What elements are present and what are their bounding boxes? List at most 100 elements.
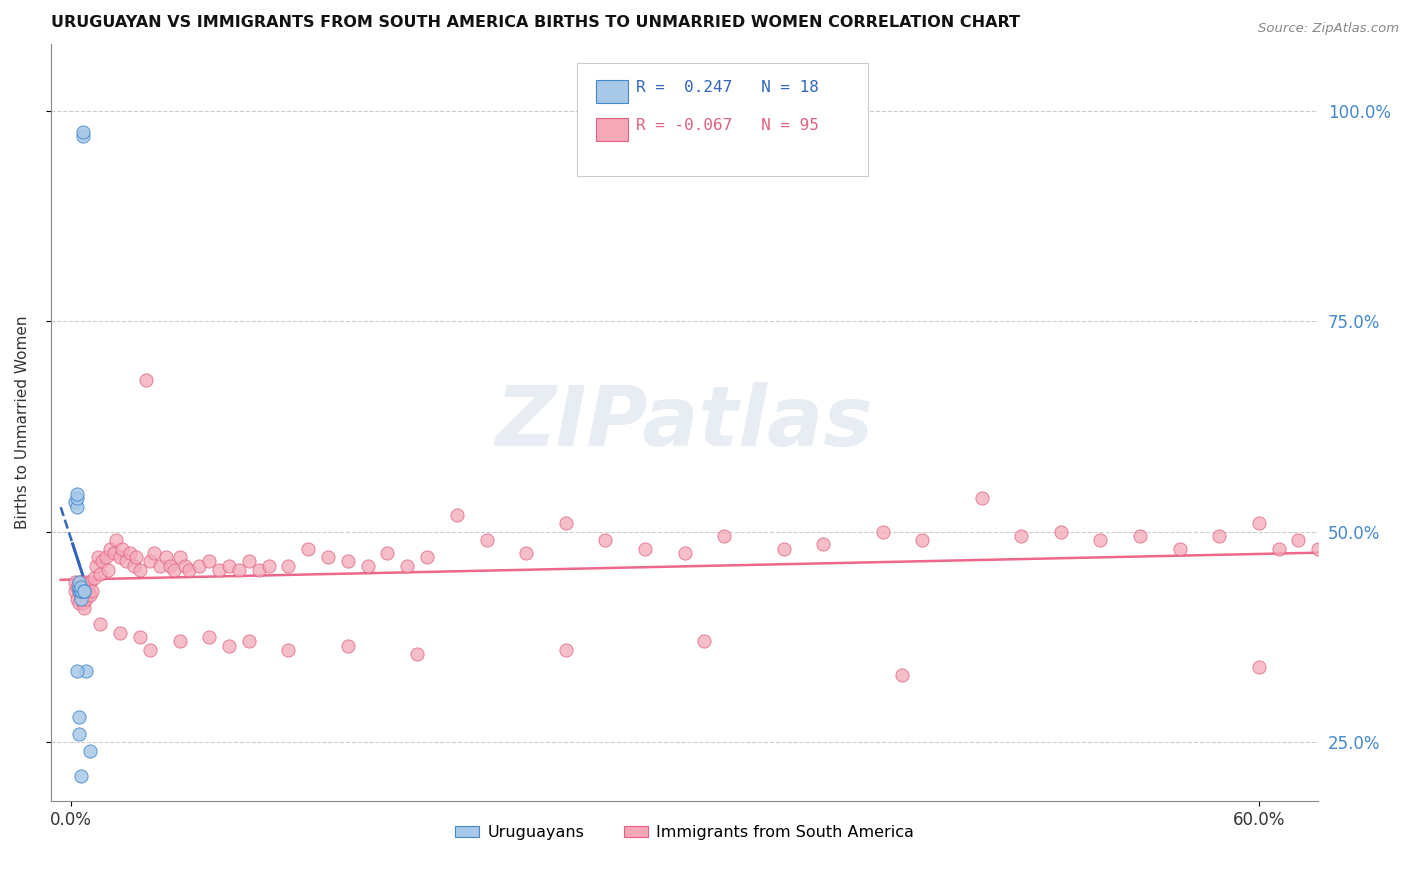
Point (1247, 659, 1270, 673)
Point (396, 558, 419, 573)
Point (69, 592, 91, 607)
Point (91, 554, 114, 568)
Point (159, 558, 181, 573)
Point (174, 558, 197, 573)
Point (103, 546, 125, 560)
Point (97, 563, 120, 577)
Point (65, 500, 87, 514)
Point (105, 533, 128, 548)
Point (79, 744, 101, 758)
Point (76, 664, 98, 678)
Point (1050, 524, 1073, 539)
Point (238, 634, 260, 648)
Point (69, 580, 91, 594)
Point (63, 495, 86, 509)
Point (139, 554, 162, 568)
Point (72, 583, 94, 598)
Bar (596, 118, 627, 141)
Point (65, 580, 87, 594)
Point (277, 642, 299, 657)
Point (87, 550, 110, 565)
Point (406, 647, 429, 661)
Point (357, 558, 380, 573)
Point (79, 588, 101, 602)
Point (67, 583, 90, 598)
Point (73, 583, 96, 598)
Point (872, 524, 894, 539)
Point (179, 563, 201, 577)
Text: R =  0.247   N = 18: R = 0.247 N = 18 (637, 80, 820, 95)
Point (169, 634, 191, 648)
Point (122, 558, 145, 573)
Point (673, 546, 696, 560)
Point (69, 580, 91, 594)
Point (238, 554, 260, 568)
Point (515, 546, 537, 560)
Point (65, 592, 87, 607)
Point (891, 668, 914, 682)
Point (89, 617, 111, 632)
Point (1347, 546, 1369, 560)
Point (1288, 533, 1310, 548)
Point (69, 583, 91, 598)
Point (198, 630, 221, 644)
Point (118, 546, 141, 560)
Point (73, 600, 96, 615)
Point (73, 583, 96, 598)
Point (1267, 541, 1289, 556)
FancyBboxPatch shape (576, 62, 869, 177)
Point (554, 642, 576, 657)
Point (67, 580, 90, 594)
Point (228, 563, 250, 577)
Point (63, 575, 86, 590)
Point (142, 546, 165, 560)
Point (554, 516, 576, 531)
Point (336, 639, 359, 653)
Point (65, 664, 87, 678)
Point (72, 125, 94, 139)
Text: ZIPatlas: ZIPatlas (496, 382, 873, 463)
Point (125, 550, 148, 565)
Text: R = -0.067   N = 95: R = -0.067 N = 95 (637, 118, 820, 133)
Point (1168, 541, 1191, 556)
Legend: Uruguayans, Immigrants from South America: Uruguayans, Immigrants from South Americ… (449, 819, 921, 847)
Point (1208, 529, 1230, 543)
Point (257, 558, 280, 573)
Point (67, 575, 90, 590)
Point (208, 563, 231, 577)
Point (377, 546, 399, 560)
Point (218, 639, 240, 653)
Point (86, 558, 108, 573)
Point (911, 533, 934, 548)
Point (108, 626, 131, 640)
Point (69, 583, 91, 598)
Point (89, 566, 111, 581)
Y-axis label: Births to Unmarried Women: Births to Unmarried Women (15, 316, 30, 529)
Point (111, 541, 134, 556)
Point (139, 642, 162, 657)
Point (108, 550, 131, 565)
Point (693, 634, 716, 648)
Point (69, 769, 91, 783)
Point (65, 491, 87, 506)
Point (76, 592, 98, 607)
Point (67, 710, 90, 724)
Point (277, 558, 299, 573)
Point (1386, 550, 1406, 565)
Point (72, 129, 94, 144)
Point (67, 583, 90, 598)
Point (634, 541, 657, 556)
Point (77, 583, 100, 598)
Point (67, 580, 90, 594)
Point (67, 596, 90, 610)
Point (129, 563, 152, 577)
Point (63, 583, 86, 598)
Point (772, 541, 794, 556)
Point (83, 571, 105, 585)
Point (247, 563, 270, 577)
Point (162, 563, 184, 577)
Point (67, 727, 90, 741)
Point (446, 508, 468, 522)
Point (416, 550, 439, 565)
Point (82, 583, 104, 598)
